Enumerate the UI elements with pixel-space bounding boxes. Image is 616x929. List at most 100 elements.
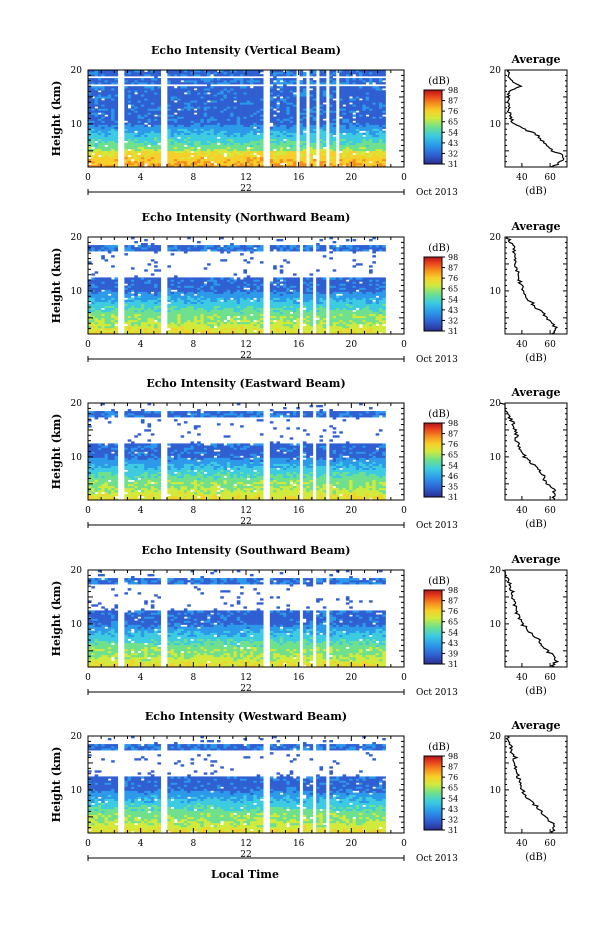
- heatmap-cell: [236, 289, 241, 292]
- heatmap-cell: [197, 106, 201, 109]
- heatmap-cell: [319, 90, 324, 93]
- heatmap-cell: [111, 327, 115, 331]
- heatmap-cell: [203, 132, 208, 135]
- heatmap-cell: [220, 116, 224, 119]
- heatmap-cell: [372, 88, 376, 91]
- heatmap-cell: [240, 158, 244, 162]
- heatmap-cell: [173, 315, 178, 319]
- heatmap-cell: [190, 130, 195, 133]
- heatmap-cell: [127, 289, 132, 292]
- heatmap-cell: [302, 94, 307, 97]
- heatmap-cell: [349, 114, 353, 117]
- heatmap-cell: [213, 164, 218, 168]
- heatmap-cell: [134, 104, 138, 107]
- heatmap-cell: [302, 128, 307, 131]
- avg-profile-line: [506, 69, 565, 168]
- heatmap-cell: [97, 247, 102, 250]
- heatmap-cell: [349, 106, 353, 109]
- heatmap-cell: [203, 134, 208, 137]
- heatmap-cell: [187, 144, 191, 148]
- heatmap-cell: [197, 152, 201, 156]
- heatmap-cell: [250, 136, 254, 140]
- heatmap-cell: [236, 162, 241, 166]
- heatmap-cell: [197, 291, 201, 294]
- heatmap-cell: [130, 247, 135, 250]
- heatmap-cell: [180, 114, 185, 117]
- heatmap-cell: [183, 116, 188, 119]
- heatmap-cell: [154, 148, 158, 152]
- heatmap-cell: [375, 110, 380, 113]
- heatmap-cell: [91, 118, 95, 121]
- heatmap-cell: [150, 321, 155, 325]
- heatmap-cell: [193, 122, 198, 125]
- heatmap-cell: [220, 156, 224, 160]
- heatmap-cell: [150, 98, 155, 101]
- heatmap-cell: [213, 297, 218, 300]
- heatmap-cell: [111, 325, 115, 329]
- heatmap-cell: [137, 295, 142, 298]
- heatmap-cell: [230, 110, 234, 113]
- heatmap-cell: [236, 299, 241, 302]
- heatmap-cell: [200, 297, 205, 300]
- heatmap-cell: [127, 128, 132, 131]
- heatmap-cell: [359, 126, 363, 129]
- heatmap-cell: [101, 114, 105, 117]
- heatmap-cell: [210, 307, 214, 311]
- heatmap-cell: [369, 134, 373, 137]
- heatmap-cell: [236, 152, 241, 156]
- heatmap-cell: [233, 114, 238, 117]
- heatmap-cell: [197, 150, 201, 154]
- heatmap-cell: [104, 152, 109, 156]
- heatmap-cell: [137, 154, 142, 158]
- heatmap-cell: [114, 136, 119, 140]
- heatmap-cell: [107, 305, 112, 309]
- heatmap-cell: [124, 138, 128, 142]
- heatmap-cell: [210, 331, 214, 335]
- heatmap-cell: [187, 315, 191, 319]
- heatmap-cell: [114, 331, 119, 335]
- heatmap-cell: [130, 156, 135, 160]
- heatmap-cell: [240, 86, 244, 89]
- heatmap-cell: [283, 84, 287, 87]
- heatmap-cell: [283, 142, 287, 146]
- heatmap-cell: [127, 303, 132, 307]
- heatmap-cell: [193, 146, 198, 150]
- heatmap-cell: [226, 116, 231, 119]
- heatmap-cell: [372, 138, 376, 142]
- heatmap-cell: [101, 124, 105, 127]
- heatmap-cell: [177, 120, 181, 123]
- heatmap-cell: [173, 319, 178, 323]
- heatmap-cell: [107, 112, 112, 115]
- heatmap-cell: [140, 110, 145, 113]
- heatmap-cell: [213, 291, 218, 294]
- heatmap-cell: [127, 293, 132, 296]
- heatmap-cell: [101, 92, 105, 95]
- heatmap-cell: [140, 309, 145, 313]
- heatmap-cell: [183, 140, 188, 144]
- heatmap-cell: [210, 319, 214, 323]
- heatmap-cell: [197, 247, 201, 250]
- heatmap-cell: [339, 82, 343, 85]
- x-tick-label: 20: [346, 173, 358, 183]
- heatmap-cell: [200, 285, 205, 288]
- heatmap-cell: [309, 150, 314, 154]
- heatmap-cell: [157, 130, 162, 133]
- heatmap-cell: [183, 128, 188, 131]
- heatmap-cell: [97, 144, 102, 148]
- heatmap-cell: [382, 138, 386, 142]
- heatmap-cell: [210, 142, 214, 146]
- heatmap-cell: [111, 309, 115, 313]
- heatmap-cell: [273, 78, 277, 81]
- heatmap-cell: [154, 331, 158, 335]
- heatmap-cell: [223, 88, 228, 91]
- heatmap-cell: [342, 122, 347, 125]
- heatmap-cell: [187, 90, 191, 93]
- heatmap-cell: [200, 134, 205, 137]
- heatmap-cell: [183, 106, 188, 109]
- heatmap-cell: [207, 116, 211, 119]
- heatmap-cell: [183, 142, 188, 146]
- heatmap-cell: [226, 301, 231, 304]
- heatmap-cell: [157, 78, 162, 81]
- heatmap-cell: [187, 249, 191, 252]
- heatmap-cell: [230, 329, 234, 333]
